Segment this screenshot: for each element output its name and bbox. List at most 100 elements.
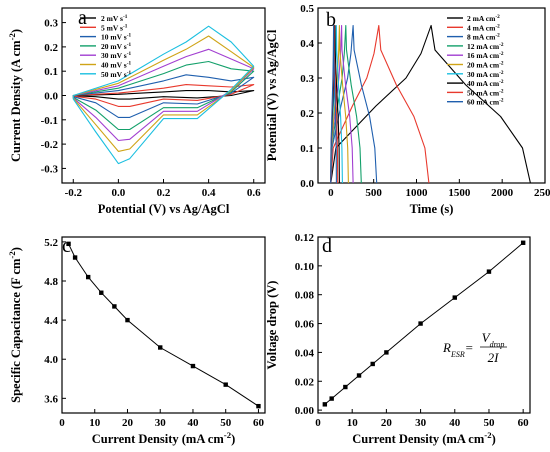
- x-tick-label: 1000: [406, 187, 429, 199]
- panel-d: 0 10 20 30 40 50 60 0.00 0.02 0.04 0.06 0.08 0.10 0.1…: [265, 232, 531, 446]
- x-tick-label: 0.2: [157, 187, 171, 199]
- data-point: [223, 382, 228, 387]
- data-point: [112, 304, 117, 309]
- gcd-curve-60: [330, 24, 337, 184]
- y-tick-label: 0.02: [295, 376, 315, 388]
- y-tick-label: -0.2: [41, 139, 59, 151]
- gcd-curve-2: [330, 24, 531, 184]
- legend-label: 30 mA cm-2: [467, 70, 504, 79]
- y-tick-label: 0.1: [300, 143, 314, 155]
- panel-a: -0.2 0.0 0.2 0.4 0.6 -0.3 -0.2 -0.1 0.0 0.1 0.2 0.3…: [7, 7, 266, 216]
- y-tick-label: 0.0: [44, 91, 58, 103]
- legend-label: 12 mA cm-2: [467, 42, 504, 51]
- gcd-curve-20: [330, 24, 349, 184]
- data-point: [343, 384, 348, 390]
- x-tick-label: 2000: [491, 187, 514, 199]
- x-tick-label: 40: [187, 417, 199, 429]
- x-axis-title: Time (s): [410, 202, 454, 216]
- data-point: [356, 373, 362, 378]
- y-tick-label: 3.6: [44, 393, 58, 405]
- data-point: [370, 361, 375, 367]
- legend-label: 10 mV s-1: [101, 33, 131, 42]
- data-point: [85, 274, 91, 280]
- x-tick-label: 20: [122, 417, 134, 429]
- legend-label: 40 mV s-1: [101, 61, 131, 70]
- gcd-curve-16: [330, 24, 354, 184]
- plot-frame: [317, 7, 546, 184]
- y-tick-label: 0.06: [295, 319, 315, 331]
- y-tick-label: 0.12: [295, 232, 315, 244]
- legend-label: 2 mA cm-2: [467, 14, 500, 23]
- gcd-curve-4: [330, 24, 430, 184]
- x-tick-label: 30: [155, 417, 167, 429]
- x-tick-label: 10: [89, 417, 101, 429]
- y-tick-label: 0.4: [300, 38, 314, 50]
- x-axis-title: Potential (V) vs Ag/AgCl: [98, 202, 230, 216]
- y-tick-label: 0.3: [44, 18, 58, 30]
- data-point: [329, 396, 334, 401]
- x-tick-label: 60: [518, 417, 530, 429]
- y-tick-label: 0.10: [295, 261, 315, 273]
- formula-numerator: Vdrop: [482, 330, 505, 349]
- x-tick-label: 20: [381, 417, 393, 429]
- data-point: [520, 240, 526, 245]
- legend-label: 16 mA cm-2: [467, 51, 504, 60]
- y-tick-label: 0.2: [44, 42, 58, 54]
- y-axis-title: Potential (V) vs Ag/AgCl: [265, 29, 279, 161]
- y-axis-title: Voltage drop (V): [265, 281, 279, 370]
- y-tick-label: -0.1: [41, 115, 58, 127]
- data-point: [486, 269, 492, 274]
- series-line: [324, 242, 524, 405]
- panel-letter: d: [322, 235, 332, 257]
- legend-label: 40 mA cm-2: [467, 79, 504, 88]
- x-tick-label: 40: [449, 417, 461, 429]
- cv-curve-50: [72, 25, 255, 165]
- legend-label: 20 mA cm-2: [467, 61, 504, 70]
- legend-label: 20 mV s-1: [101, 42, 131, 51]
- data-point: [452, 295, 457, 300]
- panel-c: 0 10 20 30 40 50 60 3.6 4.0 4.4 4.8 5.2 Current Dens…: [7, 235, 266, 446]
- legend-label: 2 mV s-1: [101, 14, 128, 23]
- y-tick-label: 4.0: [44, 354, 58, 366]
- x-tick-label: 1500: [448, 187, 471, 199]
- cv-curve-2: [72, 90, 255, 100]
- x-tick-label: 0.0: [112, 187, 126, 199]
- legend-label: 50 mA cm-2: [467, 88, 504, 97]
- data-point: [190, 363, 196, 369]
- cv-curve-40: [72, 35, 255, 152]
- y-axis-title: Current Density (A cm-2): [7, 29, 23, 162]
- plot-frame: [317, 236, 531, 414]
- data-point: [322, 402, 328, 407]
- y-tick-label: 4.8: [44, 276, 58, 288]
- series-line: [68, 243, 259, 407]
- x-tick-label: 10: [347, 417, 359, 429]
- legend-label: 8 mA cm-2: [467, 33, 500, 42]
- y-axis-title: Specific Capacitance (F cm-2): [7, 247, 23, 403]
- data-point: [125, 317, 130, 323]
- data-point: [418, 321, 423, 326]
- data-point: [66, 241, 71, 247]
- cv-curve-10: [72, 74, 255, 118]
- x-tick-label: 500: [365, 187, 382, 199]
- legend-label: 30 mV s-1: [101, 51, 131, 60]
- panel-letter: b: [326, 9, 336, 31]
- x-axis-title: Current Density (mA cm-2): [92, 430, 236, 446]
- x-tick-label: 0.4: [202, 187, 216, 199]
- y-tick-label: 0.1: [44, 66, 58, 78]
- x-tick-label: 30: [415, 417, 427, 429]
- x-tick-label: 50: [220, 417, 232, 429]
- plot-frame: [61, 236, 266, 414]
- legend-label: 50 mV s-1: [101, 70, 131, 79]
- data-point: [384, 350, 389, 355]
- y-tick-label: 0.2: [300, 108, 314, 120]
- data-point: [158, 345, 163, 350]
- y-tick-label: 0.3: [300, 73, 314, 85]
- legend-label: 60 mA cm-2: [467, 98, 504, 107]
- x-tick-label: 0: [59, 417, 65, 429]
- cv-curve-5: [72, 84, 255, 107]
- x-tick-label: -0.2: [65, 187, 83, 199]
